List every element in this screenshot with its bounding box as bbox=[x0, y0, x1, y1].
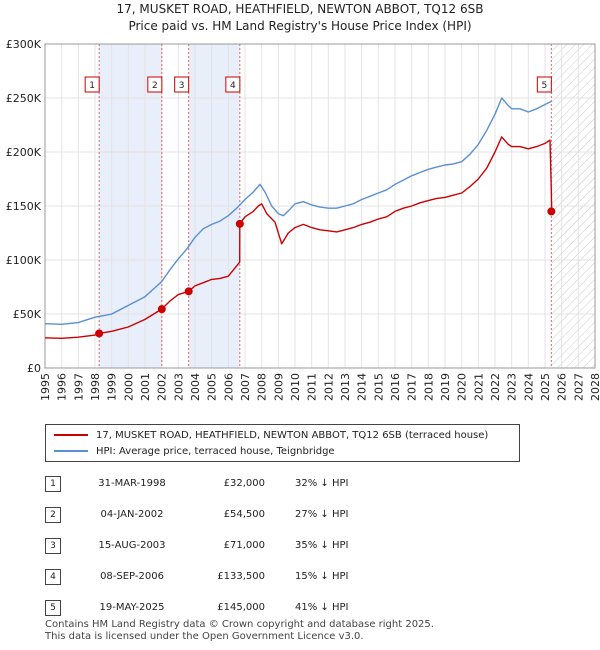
y-tick-label: £50K bbox=[13, 308, 42, 321]
x-tick-label: 1998 bbox=[89, 373, 102, 401]
sale-number-badge bbox=[174, 76, 190, 93]
table-row: 3 15-AUG-2003 £71,000 35% ↓ HPI bbox=[45, 532, 565, 560]
x-tick-label: 1999 bbox=[106, 373, 119, 401]
sale-number-label: 3 bbox=[179, 81, 185, 91]
sale-number-badge bbox=[84, 76, 100, 93]
x-tick-label: 2008 bbox=[256, 373, 269, 401]
x-tick-label: 2004 bbox=[189, 373, 202, 401]
x-tick-label: 2022 bbox=[489, 373, 502, 401]
y-tick-label: £200K bbox=[6, 146, 42, 159]
chart-title: 17, MUSKET ROAD, HEATHFIELD, NEWTON ABBO… bbox=[116, 2, 484, 16]
x-tick-label: 2025 bbox=[539, 373, 552, 401]
sale-number-badge bbox=[147, 76, 163, 93]
transaction-number-badge: 3 bbox=[45, 538, 61, 554]
legend-swatch-hpi bbox=[54, 450, 88, 452]
y-tick-label: £0 bbox=[27, 362, 41, 375]
transaction-price: £71,000 bbox=[223, 540, 265, 551]
transaction-date: 31-MAR-1998 bbox=[98, 478, 166, 489]
sale-number-label: 5 bbox=[541, 81, 547, 91]
legend-item-property: 17, MUSKET ROAD, HEATHFIELD, NEWTON ABBO… bbox=[54, 428, 488, 444]
y-tick-label: £300K bbox=[6, 38, 42, 51]
transaction-number-badge: 1 bbox=[45, 476, 61, 492]
sale-number-label: 1 bbox=[89, 81, 95, 91]
sale-point bbox=[184, 287, 193, 296]
x-tick-label: 2001 bbox=[139, 373, 152, 401]
sale-number-label: 2 bbox=[152, 81, 158, 91]
x-tick-label: 1995 bbox=[39, 373, 52, 401]
transaction-price: £145,000 bbox=[217, 602, 265, 613]
chart-subtitle: Price paid vs. HM Land Registry's House … bbox=[128, 19, 472, 33]
table-row: 2 04-JAN-2002 £54,500 27% ↓ HPI bbox=[45, 501, 565, 529]
x-tick-label: 2010 bbox=[289, 373, 302, 401]
sale-point bbox=[157, 305, 166, 314]
y-tick-label: £100K bbox=[6, 254, 42, 267]
x-tick-label: 2012 bbox=[322, 373, 335, 401]
x-tick-label: 2000 bbox=[122, 373, 135, 401]
x-tick-label: 2028 bbox=[589, 373, 600, 401]
x-tick-label: 2014 bbox=[356, 373, 369, 401]
x-tick-label: 2017 bbox=[406, 373, 419, 401]
legend-label-hpi: HPI: Average price, terraced house, Teig… bbox=[96, 446, 335, 457]
transaction-date: 04-JAN-2002 bbox=[100, 509, 164, 520]
x-tick-label: 2023 bbox=[506, 373, 519, 401]
transaction-price: £54,500 bbox=[223, 509, 265, 520]
x-tick-label: 2020 bbox=[456, 373, 469, 401]
plot-border bbox=[44, 43, 596, 369]
transaction-hpi-diff: 32% ↓ HPI bbox=[295, 478, 349, 489]
transaction-date: 19-MAY-2025 bbox=[99, 602, 165, 613]
x-tick-label: 1996 bbox=[56, 373, 69, 401]
sale-number-label: 4 bbox=[230, 81, 236, 91]
footer: Contains HM Land Registry data © Crown c… bbox=[45, 619, 434, 643]
x-tick-label: 2027 bbox=[572, 373, 585, 401]
sale-number-badge bbox=[225, 76, 241, 93]
legend: 17, MUSKET ROAD, HEATHFIELD, NEWTON ABBO… bbox=[45, 424, 520, 462]
x-tick-label: 2018 bbox=[422, 373, 435, 401]
x-tick-label: 2005 bbox=[206, 373, 219, 401]
transaction-price: £133,500 bbox=[217, 571, 265, 582]
x-tick-label: 2015 bbox=[372, 373, 385, 401]
footer-copyright: Contains HM Land Registry data © Crown c… bbox=[45, 619, 434, 630]
x-tick-label: 2011 bbox=[306, 373, 319, 401]
table-row: 5 19-MAY-2025 £145,000 41% ↓ HPI bbox=[45, 594, 565, 622]
sale-point bbox=[95, 329, 104, 338]
legend-item-hpi: HPI: Average price, terraced house, Teig… bbox=[54, 444, 335, 460]
x-tick-label: 2013 bbox=[339, 373, 352, 401]
transaction-number-badge: 2 bbox=[45, 507, 61, 523]
property-series-line bbox=[44, 136, 553, 339]
table-row: 4 08-SEP-2006 £133,500 15% ↓ HPI bbox=[45, 563, 565, 591]
transaction-date: 15-AUG-2003 bbox=[98, 540, 166, 551]
x-tick-label: 1997 bbox=[72, 373, 85, 401]
x-tick-label: 2021 bbox=[472, 373, 485, 401]
y-tick-label: £150K bbox=[6, 200, 42, 213]
y-tick-label: £250K bbox=[6, 92, 42, 105]
transaction-hpi-diff: 27% ↓ HPI bbox=[295, 509, 349, 520]
transaction-hpi-diff: 35% ↓ HPI bbox=[295, 540, 349, 551]
transaction-hpi-diff: 41% ↓ HPI bbox=[295, 602, 349, 613]
transaction-number-badge: 4 bbox=[45, 569, 61, 585]
x-tick-label: 2019 bbox=[439, 373, 452, 401]
x-tick-label: 2016 bbox=[389, 373, 402, 401]
transaction-date: 08-SEP-2006 bbox=[100, 571, 164, 582]
sale-point bbox=[235, 219, 244, 228]
x-tick-label: 2006 bbox=[222, 373, 235, 401]
hpi-series-line bbox=[44, 97, 553, 325]
x-tick-label: 2007 bbox=[239, 373, 252, 401]
transaction-number-badge: 5 bbox=[45, 600, 61, 616]
sale-number-badge bbox=[536, 76, 552, 93]
x-tick-label: 2009 bbox=[272, 373, 285, 401]
x-tick-label: 2002 bbox=[156, 373, 169, 401]
legend-label-property: 17, MUSKET ROAD, HEATHFIELD, NEWTON ABBO… bbox=[96, 430, 489, 441]
x-tick-label: 2024 bbox=[522, 373, 535, 401]
table-row: 1 31-MAR-1998 £32,000 32% ↓ HPI bbox=[45, 470, 565, 498]
transaction-price: £32,000 bbox=[223, 478, 265, 489]
legend-swatch-property bbox=[54, 434, 88, 436]
transaction-hpi-diff: 15% ↓ HPI bbox=[295, 571, 349, 582]
x-tick-label: 2026 bbox=[556, 373, 569, 401]
sale-point bbox=[547, 207, 556, 216]
x-tick-label: 2003 bbox=[172, 373, 185, 401]
footer-license: This data is licensed under the Open Gov… bbox=[45, 631, 364, 642]
